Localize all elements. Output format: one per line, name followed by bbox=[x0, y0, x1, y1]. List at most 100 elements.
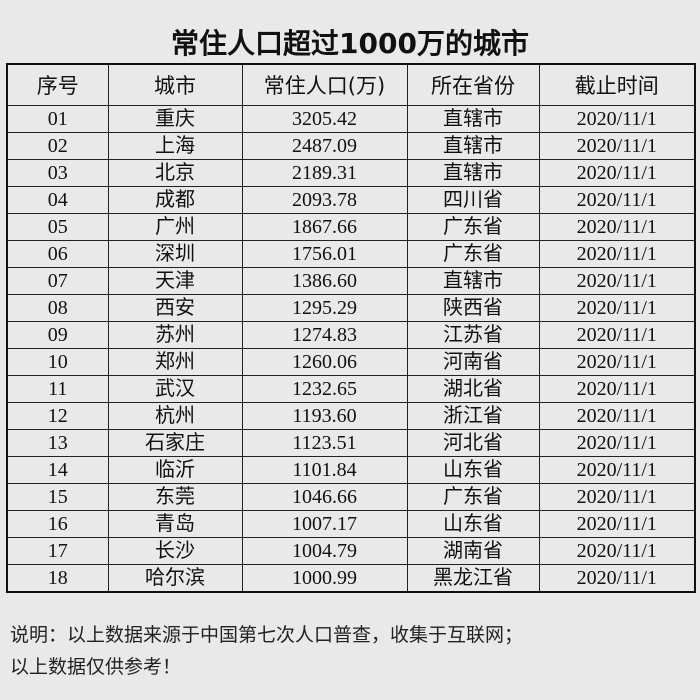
cell-population: 1000.99 bbox=[241, 564, 408, 593]
cell-date: 2020/11/1 bbox=[538, 105, 696, 133]
cell-index: 07 bbox=[6, 267, 109, 295]
cell-date: 2020/11/1 bbox=[538, 456, 696, 484]
header-row: 序号 城市 常住人口(万) 所在省份 截止时间 bbox=[6, 63, 696, 106]
table-row: 09 苏州 1274.83 江苏省 2020/11/1 bbox=[6, 321, 696, 349]
cell-population: 1007.17 bbox=[241, 510, 408, 538]
cell-index: 06 bbox=[6, 240, 109, 268]
cell-index: 11 bbox=[6, 375, 109, 403]
cell-province: 黑龙江省 bbox=[406, 564, 540, 593]
cell-index: 17 bbox=[6, 537, 109, 565]
cell-province: 河南省 bbox=[406, 348, 540, 376]
table-row: 11 武汉 1232.65 湖北省 2020/11/1 bbox=[6, 375, 696, 403]
table-row: 17 长沙 1004.79 湖南省 2020/11/1 bbox=[6, 537, 696, 565]
cell-date: 2020/11/1 bbox=[538, 375, 696, 403]
cell-population: 1193.60 bbox=[241, 402, 408, 430]
cell-index: 10 bbox=[6, 348, 109, 376]
cell-date: 2020/11/1 bbox=[538, 186, 696, 214]
cell-city: 杭州 bbox=[107, 402, 243, 430]
cell-city: 重庆 bbox=[107, 105, 243, 133]
table-row: 03 北京 2189.31 直辖市 2020/11/1 bbox=[6, 159, 696, 187]
cell-city: 西安 bbox=[107, 294, 243, 322]
cell-city: 青岛 bbox=[107, 510, 243, 538]
cell-city: 武汉 bbox=[107, 375, 243, 403]
cell-city: 上海 bbox=[107, 132, 243, 160]
cell-population: 3205.42 bbox=[241, 105, 408, 133]
cell-date: 2020/11/1 bbox=[538, 429, 696, 457]
cell-province: 河北省 bbox=[406, 429, 540, 457]
cell-city: 郑州 bbox=[107, 348, 243, 376]
cell-city: 成都 bbox=[107, 186, 243, 214]
cell-province: 江苏省 bbox=[406, 321, 540, 349]
cell-city: 东莞 bbox=[107, 483, 243, 511]
cell-date: 2020/11/1 bbox=[538, 267, 696, 295]
cell-population: 1123.51 bbox=[241, 429, 408, 457]
cell-city: 深圳 bbox=[107, 240, 243, 268]
table-row: 15 东莞 1046.66 广东省 2020/11/1 bbox=[6, 483, 696, 511]
cell-index: 15 bbox=[6, 483, 109, 511]
cell-date: 2020/11/1 bbox=[538, 402, 696, 430]
cell-index: 09 bbox=[6, 321, 109, 349]
cell-province: 山东省 bbox=[406, 456, 540, 484]
cell-population: 2093.78 bbox=[241, 186, 408, 214]
cell-date: 2020/11/1 bbox=[538, 321, 696, 349]
cell-index: 13 bbox=[6, 429, 109, 457]
table-row: 01 重庆 3205.42 直辖市 2020/11/1 bbox=[6, 105, 696, 133]
table-row: 13 石家庄 1123.51 河北省 2020/11/1 bbox=[6, 429, 696, 457]
header-date: 截止时间 bbox=[538, 63, 696, 106]
cell-province: 广东省 bbox=[406, 240, 540, 268]
cell-province: 广东省 bbox=[406, 483, 540, 511]
cell-date: 2020/11/1 bbox=[538, 483, 696, 511]
table-row: 02 上海 2487.09 直辖市 2020/11/1 bbox=[6, 132, 696, 160]
cell-city: 长沙 bbox=[107, 537, 243, 565]
table-row: 12 杭州 1193.60 浙江省 2020/11/1 bbox=[6, 402, 696, 430]
cell-city: 北京 bbox=[107, 159, 243, 187]
cell-population: 1232.65 bbox=[241, 375, 408, 403]
header-population: 常住人口(万) bbox=[241, 63, 408, 106]
cell-population: 1756.01 bbox=[241, 240, 408, 268]
table-row: 16 青岛 1007.17 山东省 2020/11/1 bbox=[6, 510, 696, 538]
cell-province: 直辖市 bbox=[406, 267, 540, 295]
header-city: 城市 bbox=[107, 63, 243, 106]
table-row: 04 成都 2093.78 四川省 2020/11/1 bbox=[6, 186, 696, 214]
table-row: 07 天津 1386.60 直辖市 2020/11/1 bbox=[6, 267, 696, 295]
page-title: 常住人口超过1000万的城市 bbox=[171, 27, 529, 60]
cell-date: 2020/11/1 bbox=[538, 159, 696, 187]
cell-population: 1386.60 bbox=[241, 267, 408, 295]
city-population-table: 序号 城市 常住人口(万) 所在省份 截止时间 01 重庆 3205.42 直辖市 20… bbox=[6, 63, 696, 593]
cell-province: 湖北省 bbox=[406, 375, 540, 403]
cell-index: 05 bbox=[6, 213, 109, 241]
cell-province: 直辖市 bbox=[406, 105, 540, 133]
cell-province: 浙江省 bbox=[406, 402, 540, 430]
cell-province: 直辖市 bbox=[406, 159, 540, 187]
cell-date: 2020/11/1 bbox=[538, 213, 696, 241]
note-source: 说明：以上数据来源于中国第七次人口普查，收集于互联网； bbox=[10, 624, 524, 646]
cell-population: 1260.06 bbox=[241, 348, 408, 376]
cell-city: 哈尔滨 bbox=[107, 564, 243, 593]
cell-province: 四川省 bbox=[406, 186, 540, 214]
cell-population: 1004.79 bbox=[241, 537, 408, 565]
header-index: 序号 bbox=[6, 63, 109, 106]
cell-city: 临沂 bbox=[107, 456, 243, 484]
table-row: 06 深圳 1756.01 广东省 2020/11/1 bbox=[6, 240, 696, 268]
cell-index: 16 bbox=[6, 510, 109, 538]
cell-index: 04 bbox=[6, 186, 109, 214]
cell-population: 1867.66 bbox=[241, 213, 408, 241]
cell-city: 苏州 bbox=[107, 321, 243, 349]
cell-index: 02 bbox=[6, 132, 109, 160]
cell-city: 石家庄 bbox=[107, 429, 243, 457]
cell-index: 01 bbox=[6, 105, 109, 133]
cell-index: 03 bbox=[6, 159, 109, 187]
cell-city: 广州 bbox=[107, 213, 243, 241]
cell-population: 2189.31 bbox=[241, 159, 408, 187]
cell-index: 14 bbox=[6, 456, 109, 484]
cell-date: 2020/11/1 bbox=[538, 348, 696, 376]
cell-province: 直辖市 bbox=[406, 132, 540, 160]
cell-index: 18 bbox=[6, 564, 109, 593]
cell-province: 陕西省 bbox=[406, 294, 540, 322]
table-row: 14 临沂 1101.84 山东省 2020/11/1 bbox=[6, 456, 696, 484]
cell-province: 山东省 bbox=[406, 510, 540, 538]
cell-date: 2020/11/1 bbox=[538, 564, 696, 593]
cell-population: 1101.84 bbox=[241, 456, 408, 484]
cell-province: 广东省 bbox=[406, 213, 540, 241]
cell-population: 1046.66 bbox=[241, 483, 408, 511]
